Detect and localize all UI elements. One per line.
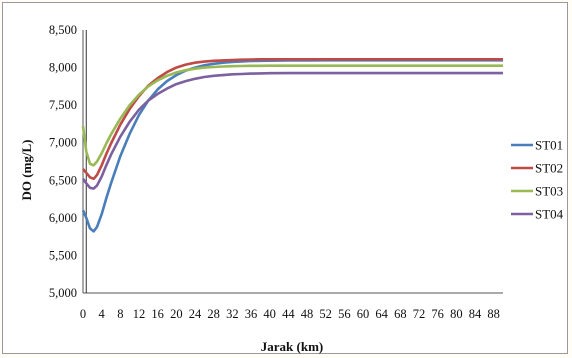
x-tick-label: 20 [170, 307, 183, 321]
series-line-st01 [81, 59, 503, 233]
x-tick-label: 76 [431, 307, 444, 321]
x-tick-label: 44 [282, 307, 295, 321]
axes [82, 30, 503, 294]
x-tick-label: 36 [245, 307, 258, 321]
x-tick-label: 60 [357, 307, 370, 321]
y-axis-title: DO (mg/L) [19, 139, 34, 200]
x-axis-title: Jarak (km) [261, 339, 323, 354]
x-tick-label: 28 [207, 307, 220, 321]
legend-label-st03: ST03 [535, 184, 563, 199]
x-tick-labels: 0 4 8 12 16 20 24 28 32 36 40 44 48 52 56 60 64 68 72 76 80 8… [80, 307, 500, 321]
x-tick-label: 16 [151, 307, 164, 321]
x-tick-label: 56 [338, 307, 351, 321]
y-tick-label: 5,000 [49, 286, 77, 300]
x-tick-label: 88 [487, 307, 500, 321]
x-tick-label: 80 [450, 307, 463, 321]
series-lines [81, 58, 503, 233]
x-tick-label: 52 [319, 307, 332, 321]
x-tick-label: 0 [80, 307, 86, 321]
y-tick-label: 8,000 [49, 61, 77, 75]
series-line-st03 [81, 64, 503, 167]
x-tick-label: 8 [117, 307, 123, 321]
legend-label-st04: ST04 [535, 207, 564, 222]
y-tick-label: 8,500 [49, 23, 77, 37]
legend-label-st02: ST02 [535, 161, 563, 176]
series-line-st02 [82, 58, 503, 181]
y-tick-label: 7,000 [49, 136, 77, 150]
x-tick-label: 72 [413, 307, 426, 321]
y-tick-labels: 5,000 5,500 6,000 6,500 7,000 7,500 8,000 8,500 [49, 23, 77, 300]
x-tick-label: 68 [394, 307, 407, 321]
x-tick-label: 24 [189, 307, 202, 321]
y-tick-label: 6,500 [49, 173, 77, 187]
x-tick-label: 64 [375, 307, 388, 321]
x-tick-label: 84 [469, 307, 482, 321]
legend-label-st01: ST01 [535, 138, 563, 153]
y-tick-label: 5,500 [49, 248, 77, 262]
x-tick-label: 4 [99, 307, 106, 321]
x-tick-label: 12 [133, 307, 146, 321]
x-tick-label: 40 [263, 307, 276, 321]
y-tick-label: 6,000 [49, 211, 77, 225]
legend: ST01 ST02 ST03 ST04 [511, 138, 564, 222]
x-tick-label: 32 [226, 307, 239, 321]
y-tick-label: 7,500 [49, 98, 77, 112]
series-line-st04 [81, 71, 503, 190]
x-tick-label: 48 [301, 307, 314, 321]
